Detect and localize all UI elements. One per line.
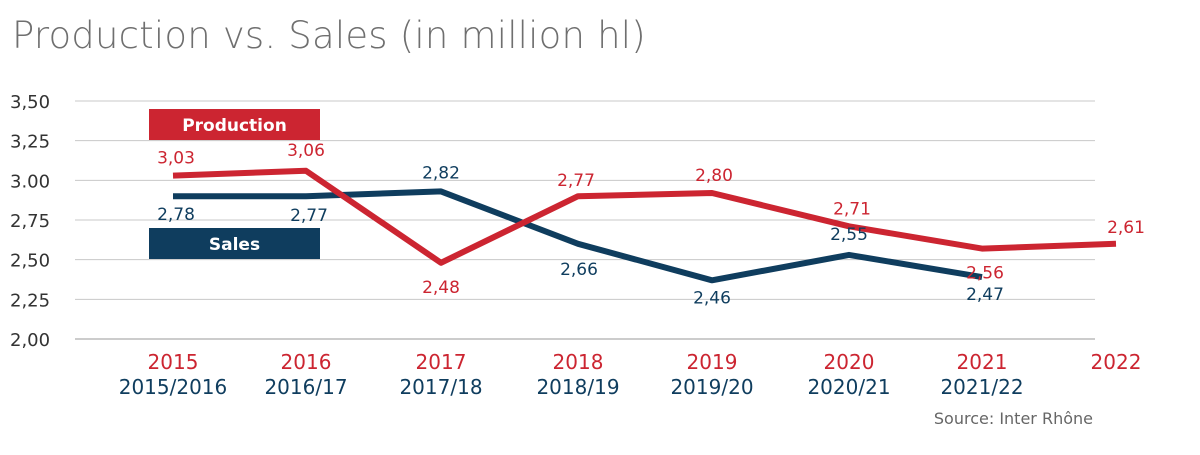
y-tick-label: 3,50 xyxy=(10,92,50,113)
y-tick-label: 2,00 xyxy=(10,330,50,351)
sales-data-label: 2,55 xyxy=(830,225,868,245)
x-label-production: 2022 xyxy=(1091,350,1142,374)
y-tick-label: 2,75 xyxy=(10,211,50,232)
x-label-production: 2016 xyxy=(281,350,332,374)
production-data-label: 2,77 xyxy=(557,171,595,191)
chart-title: Production vs. Sales (in million hl) xyxy=(12,14,646,57)
x-label-sales: 2020/21 xyxy=(807,375,890,399)
x-label-sales: 2021/22 xyxy=(940,375,1023,399)
production-data-label: 2,48 xyxy=(422,278,460,298)
y-tick-label: 2,25 xyxy=(10,290,50,311)
legend-production-box xyxy=(149,109,320,140)
x-label-production: 2020 xyxy=(824,350,875,374)
x-label-sales: 2016/17 xyxy=(264,375,347,399)
source-note: Source: Inter Rhône xyxy=(933,409,1093,428)
production-data-label: 2,80 xyxy=(695,166,733,186)
legend-sales-box xyxy=(149,228,320,259)
legend-production-label: Production xyxy=(182,116,287,136)
sales-series-line xyxy=(173,188,983,284)
sales-data-label: 2,77 xyxy=(290,206,328,226)
x-label-sales: 2017/18 xyxy=(399,375,482,399)
sales-data-label: 2,46 xyxy=(693,288,731,308)
sales-data-label: 2,66 xyxy=(560,260,598,280)
x-label-production: 2019 xyxy=(687,350,738,374)
production-series-line xyxy=(172,167,1117,266)
x-label-production: 2021 xyxy=(957,350,1008,374)
x-label-production: 2018 xyxy=(553,350,604,374)
y-tick-label: 3.00 xyxy=(10,171,50,192)
production-data-label: 3,03 xyxy=(157,149,195,169)
x-label-sales: 2019/20 xyxy=(670,375,753,399)
y-tick-label: 2,50 xyxy=(10,251,50,272)
production-data-label: 3,06 xyxy=(287,141,325,161)
y-tick-label: 3,25 xyxy=(10,132,50,153)
production-data-label: 2,56 xyxy=(966,264,1004,284)
production-data-label: 2,61 xyxy=(1107,218,1145,238)
x-label-production: 2017 xyxy=(416,350,467,374)
production-data-label: 2,71 xyxy=(833,199,871,219)
sales-data-label: 2,82 xyxy=(422,163,460,183)
x-label-sales: 2015/2016 xyxy=(119,375,228,399)
sales-data-label: 2,78 xyxy=(157,205,195,225)
x-label-sales: 2018/19 xyxy=(536,375,619,399)
sales-data-label: 2,47 xyxy=(966,285,1004,305)
x-label-production: 2015 xyxy=(148,350,199,374)
legend-sales-label: Sales xyxy=(209,235,260,255)
